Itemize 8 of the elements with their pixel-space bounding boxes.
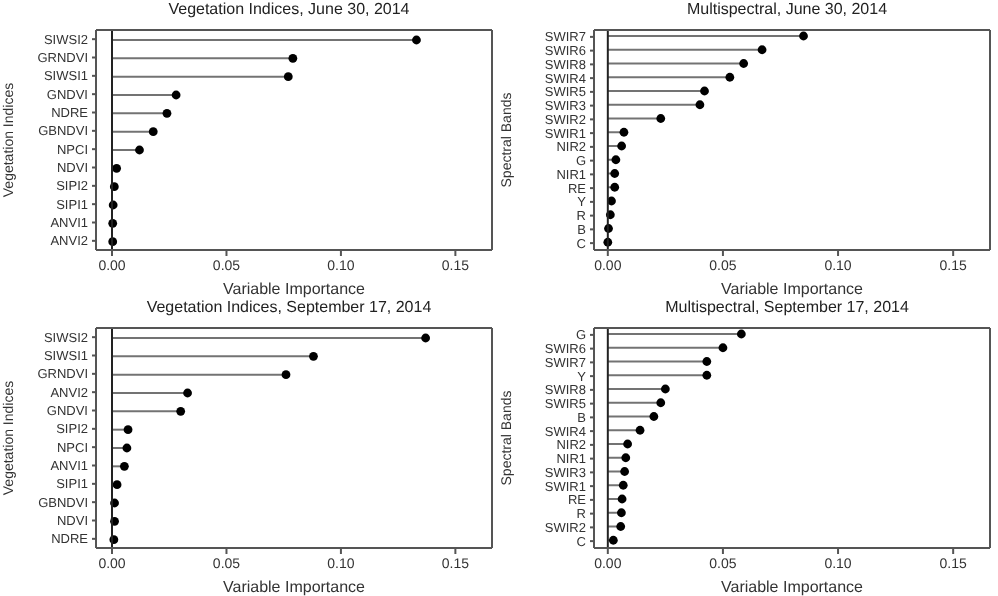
x-axis-title: Variable Importance (223, 280, 367, 298)
chart-title: Vegetation Indices, June 30, 2014 (166, 0, 412, 22)
x-axis-title: Variable Importance (223, 578, 367, 596)
chart-title: Vegetation Indices, September 17, 2014 (144, 298, 434, 320)
chart-title: Multispectral, June 30, 2014 (684, 0, 890, 22)
chart-title: Multispectral, September 17, 2014 (663, 298, 911, 320)
x-axis-title: Variable Importance (721, 280, 865, 298)
x-axis-title: Variable Importance (721, 578, 865, 596)
